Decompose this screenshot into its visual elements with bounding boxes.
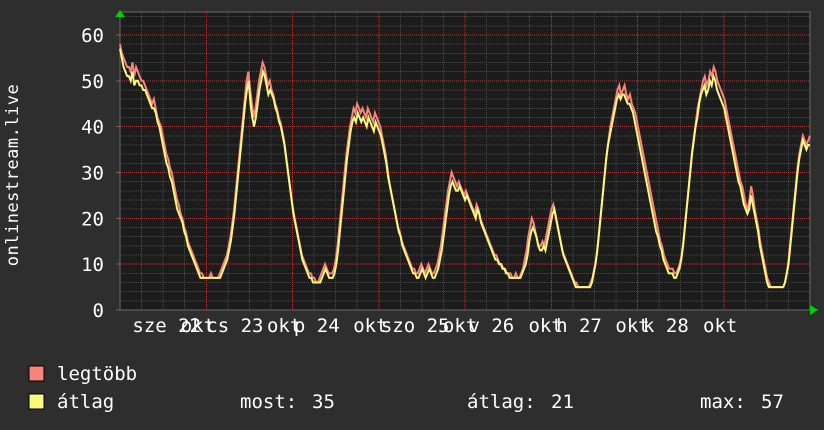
x-tick-label: v 26: [468, 315, 514, 337]
y-tick-label: 30: [81, 162, 104, 184]
stat-label-max: max:: [700, 391, 746, 413]
y-tick-label: 60: [81, 25, 104, 47]
y-tick-label: 10: [81, 254, 104, 276]
x-tick-label: h 27: [556, 315, 602, 337]
x-tick-label: okt: [353, 315, 387, 337]
legend-label-legtobb: legtöbb: [57, 363, 137, 385]
stat-label-most: most:: [240, 391, 297, 413]
stat-value-most: 35: [312, 391, 335, 413]
stat-value-max: 57: [761, 391, 784, 413]
legend-swatch-legtobb: [28, 365, 45, 382]
stat-value-atlag: 21: [551, 391, 574, 413]
legend: legtöbb átlag: [28, 363, 137, 413]
axis-arrows: [115, 10, 818, 315]
x-tick-label: okt: [181, 315, 215, 337]
x-tick-label: p 24: [294, 315, 340, 337]
x-tick-label: okt: [528, 315, 562, 337]
series-lines: [119, 43, 811, 289]
x-tick-label: okt: [703, 315, 737, 337]
x-tick-label: cs 23: [206, 315, 263, 337]
y-tick-label: 0: [93, 300, 104, 322]
vertical-axis-title: onlinestream.live: [3, 84, 23, 267]
x-tick-label: k 28: [643, 315, 689, 337]
y-axis-ticks: 0 10 20 30 40 50 60: [81, 25, 120, 322]
plot-frame: [119, 11, 811, 311]
y-tick-label: 50: [81, 71, 104, 93]
y-tick-label: 40: [81, 117, 104, 139]
legend-swatch-atlag: [28, 393, 45, 410]
y-tick-label: 20: [81, 208, 104, 230]
x-tick-label: okt: [267, 315, 301, 337]
stat-label-atlag: átlag:: [467, 391, 536, 413]
legend-label-atlag: átlag: [57, 391, 114, 413]
x-tick-label: szo 25: [381, 315, 450, 337]
x-tick-label: okt: [615, 315, 649, 337]
x-tick-label: sze 22: [132, 315, 201, 337]
stats-row: most: 35 átlag: 21 max: 57: [240, 391, 784, 413]
x-tick-label: okt: [443, 315, 477, 337]
